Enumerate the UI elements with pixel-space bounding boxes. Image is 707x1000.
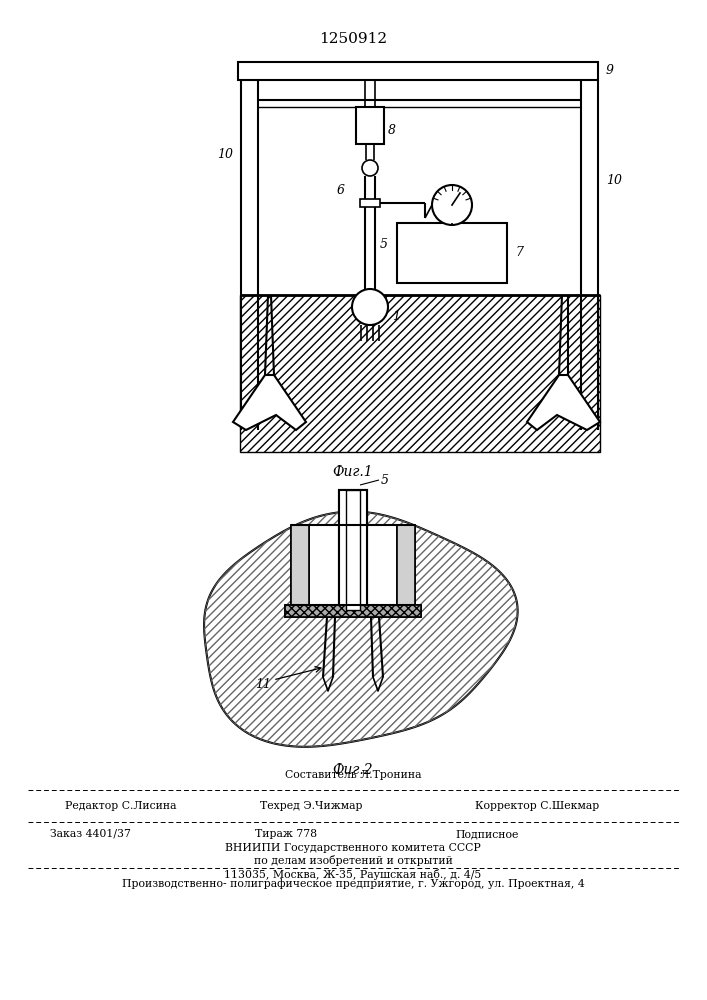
Circle shape bbox=[432, 185, 472, 225]
Text: 113035, Москва, Ж-35, Раушская наб., д. 4/5: 113035, Москва, Ж-35, Раушская наб., д. … bbox=[224, 868, 481, 880]
Text: Производственно- полиграфическое предприятие, г. Ужгород, ул. Проектная, 4: Производственно- полиграфическое предпри… bbox=[122, 879, 585, 889]
Text: 1250912: 1250912 bbox=[319, 32, 387, 46]
Text: Редактор С.Лисина: Редактор С.Лисина bbox=[65, 801, 177, 811]
Text: 6: 6 bbox=[337, 184, 345, 198]
Polygon shape bbox=[527, 375, 600, 430]
Bar bbox=[238, 62, 598, 80]
Text: Корректор С.Шекмар: Корректор С.Шекмар bbox=[475, 801, 600, 811]
Polygon shape bbox=[309, 525, 339, 605]
Polygon shape bbox=[233, 375, 306, 430]
Circle shape bbox=[352, 289, 388, 325]
Text: 10: 10 bbox=[217, 148, 233, 161]
Text: ВНИИПИ Государственного комитета СССР: ВНИИПИ Государственного комитета СССР bbox=[225, 843, 481, 853]
Text: Тираж 778: Тираж 778 bbox=[255, 829, 317, 839]
Text: 1: 1 bbox=[392, 310, 400, 324]
Text: Составитель Л.Тронина: Составитель Л.Тронина bbox=[285, 770, 421, 780]
Text: Подписное: Подписное bbox=[455, 829, 518, 839]
Circle shape bbox=[362, 160, 378, 176]
Text: 9: 9 bbox=[606, 64, 614, 78]
Text: 2: 2 bbox=[375, 526, 383, 540]
Text: 5: 5 bbox=[381, 474, 389, 487]
Polygon shape bbox=[204, 512, 518, 747]
Text: Фиг.1: Фиг.1 bbox=[333, 465, 373, 479]
Bar bbox=[240, 295, 600, 452]
Bar bbox=[346, 490, 360, 610]
Text: 3: 3 bbox=[375, 580, 383, 593]
Bar bbox=[291, 525, 309, 605]
Text: Фиг.2: Фиг.2 bbox=[333, 763, 373, 777]
Text: Заказ 4401/37: Заказ 4401/37 bbox=[50, 829, 131, 839]
Bar bbox=[397, 525, 415, 605]
Text: Техред Э.Чижмар: Техред Э.Чижмар bbox=[260, 801, 363, 811]
Text: 5: 5 bbox=[380, 238, 388, 251]
Text: 7: 7 bbox=[515, 246, 523, 259]
Bar bbox=[356, 107, 384, 144]
Text: по делам изобретений и открытий: по делам изобретений и открытий bbox=[254, 856, 452, 866]
Bar bbox=[339, 490, 367, 610]
Bar bbox=[397, 525, 415, 605]
Polygon shape bbox=[367, 525, 397, 605]
Text: 8: 8 bbox=[388, 123, 396, 136]
Bar bbox=[346, 490, 360, 610]
Bar bbox=[285, 605, 421, 617]
Text: 10: 10 bbox=[606, 174, 622, 186]
Text: 4: 4 bbox=[292, 570, 300, 584]
Text: 11: 11 bbox=[255, 678, 271, 692]
Bar bbox=[397, 223, 507, 283]
Bar bbox=[339, 490, 367, 610]
Bar bbox=[285, 605, 421, 617]
Bar bbox=[360, 199, 380, 207]
Bar bbox=[291, 525, 309, 605]
